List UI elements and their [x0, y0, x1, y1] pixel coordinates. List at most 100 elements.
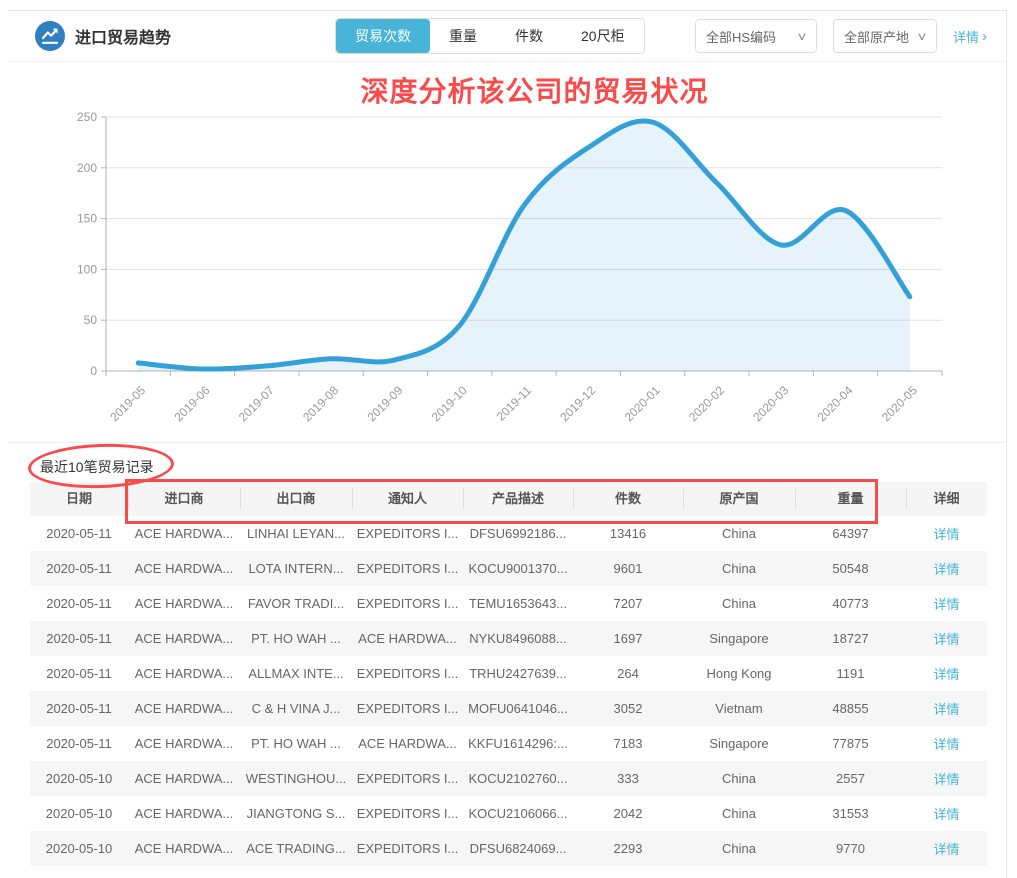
cell-quantity: 333 — [617, 771, 639, 786]
cell-importer: ACE HARDWA... — [134, 771, 234, 786]
tab-quantity[interactable]: 件数 — [496, 19, 562, 53]
cell-exporter: FAVOR TRADI... — [247, 596, 345, 611]
chevron-down-icon: ∨ — [796, 30, 808, 43]
trade-records-table: 日期 进口商 出口商 通知人 产品描述 件数 原产国 重量 详细 2020-05… — [30, 482, 987, 866]
hs-code-filter-dropdown[interactable]: 全部HS编码 ∨ — [694, 19, 817, 53]
cell-exporter: PT. HO WAH ... — [251, 736, 341, 751]
cell-importer: ACE HARDWA... — [134, 736, 234, 751]
svg-text:2019-10: 2019-10 — [429, 383, 470, 424]
cell-product-desc: KOCU9001370... — [468, 561, 568, 576]
svg-text:100: 100 — [77, 262, 97, 276]
page-title: 进口贸易趋势 — [75, 30, 172, 47]
cell-product-desc: NYKU8496088... — [469, 631, 567, 646]
tab-weight[interactable]: 重量 — [430, 19, 496, 53]
cell-product-desc: TEMU1653643... — [468, 596, 568, 611]
row-detail-link[interactable]: 详情 — [933, 667, 960, 682]
row-detail-link[interactable]: 详情 — [933, 632, 960, 647]
cell-weight: 64397 — [832, 526, 869, 541]
cell-weight: 18727 — [832, 631, 869, 646]
table-body: 2020-05-11 ACE HARDWA... LINHAI LEYAN... EX… — [30, 516, 987, 866]
hs-code-filter-value: 全部HS编码 — [705, 29, 777, 45]
svg-text:2019-08: 2019-08 — [300, 383, 341, 424]
cell-quantity: 7207 — [613, 596, 643, 611]
cell-notify-party: EXPEDITORS I... — [356, 806, 459, 821]
chevron-down-icon: ∨ — [916, 30, 928, 43]
cell-importer: ACE HARDWA... — [134, 526, 234, 541]
cell-product-desc: TRHU2427639... — [469, 666, 567, 681]
svg-text:50: 50 — [84, 313, 98, 327]
cell-product-desc: KKFU1614296:... — [468, 736, 568, 751]
cell-quantity: 9601 — [613, 561, 643, 576]
row-detail-link[interactable]: 详情 — [933, 842, 960, 857]
cell-quantity: 2293 — [613, 841, 643, 856]
tab-trade-count[interactable]: 贸易次数 — [336, 19, 430, 53]
cell-quantity: 264 — [617, 666, 639, 681]
cell-origin-country: China — [722, 596, 756, 611]
svg-text:2019-06: 2019-06 — [172, 383, 213, 424]
cell-origin-country: China — [722, 841, 756, 856]
cell-notify-party: EXPEDITORS I... — [356, 596, 459, 611]
cell-product-desc: KOCU2102760... — [468, 771, 568, 786]
cell-product-desc: DFSU6992186... — [469, 526, 567, 541]
cell-weight: 31553 — [832, 806, 869, 821]
svg-text:2020-03: 2020-03 — [750, 383, 791, 424]
table-row: 2020-05-10 ACE HARDWA... WESTINGHOU... EXPE… — [30, 761, 987, 796]
section-divider — [9, 442, 1005, 443]
cell-origin-country: Vietnam — [715, 701, 763, 716]
cell-detail: 详情 — [906, 629, 987, 648]
row-detail-link[interactable]: 详情 — [933, 597, 960, 612]
origin-filter-value: 全部原产地 — [843, 29, 909, 45]
cell-notify-party: ACE HARDWA... — [358, 736, 457, 751]
table-row: 2020-05-11 ACE HARDWA... C & H VINA J... EX… — [30, 691, 987, 726]
svg-text:200: 200 — [77, 161, 97, 175]
cell-quantity: 7183 — [613, 736, 643, 751]
cell-date: 2020-05-11 — [46, 736, 112, 751]
cell-detail: 详情 — [906, 769, 987, 788]
table-row: 2020-05-11 ACE HARDWA... PT. HO WAH ... ACE… — [30, 726, 987, 761]
records-section-title: 最近10笔贸易记录 — [40, 459, 154, 475]
row-detail-link[interactable]: 详情 — [933, 527, 960, 542]
tab-20ft-container[interactable]: 20尺柜 — [562, 19, 644, 53]
cell-detail: 详情 — [906, 524, 987, 543]
cell-importer: ACE HARDWA... — [134, 631, 234, 646]
cell-importer: ACE HARDWA... — [134, 596, 234, 611]
cell-product-desc: DFSU6824069... — [469, 841, 567, 856]
cell-date: 2020-05-11 — [46, 526, 112, 541]
cell-quantity: 2042 — [613, 806, 643, 821]
svg-text:0: 0 — [90, 364, 97, 378]
cell-origin-country: Hong Kong — [706, 666, 772, 681]
row-detail-link[interactable]: 详情 — [933, 737, 960, 752]
column-product-desc: 产品描述 — [463, 482, 573, 516]
cell-date: 2020-05-11 — [46, 666, 112, 681]
cell-date: 2020-05-10 — [45, 806, 113, 821]
metric-tab-group: 贸易次数 重量 件数 20尺柜 — [335, 18, 645, 54]
cell-exporter: ALLMAX INTE... — [248, 666, 344, 681]
svg-text:2019-11: 2019-11 — [494, 383, 535, 424]
cell-notify-party: EXPEDITORS I... — [356, 701, 459, 716]
cell-detail: 详情 — [906, 699, 987, 718]
cell-origin-country: China — [722, 526, 756, 541]
table-row: 2020-05-11 ACE HARDWA... LINHAI LEYAN... EX… — [30, 516, 987, 551]
origin-filter-dropdown[interactable]: 全部原产地 ∨ — [832, 19, 937, 53]
column-exporter: 出口商 — [240, 482, 352, 516]
detail-link[interactable]: 详情 › — [953, 27, 987, 46]
cell-exporter: C & H VINA J... — [251, 701, 341, 716]
cell-weight: 48855 — [832, 701, 869, 716]
cell-detail: 详情 — [906, 664, 987, 683]
cell-exporter: LOTA INTERN... — [248, 561, 344, 576]
cell-weight: 1191 — [836, 666, 865, 681]
table-row: 2020-05-11 ACE HARDWA... ALLMAX INTE... EXP… — [30, 656, 987, 691]
cell-importer: ACE HARDWA... — [134, 806, 234, 821]
header-bar: 进口贸易趋势 贸易次数 重量 件数 20尺柜 全部HS编码 ∨ 全部原产地 ∨ … — [9, 11, 1005, 62]
row-detail-link[interactable]: 详情 — [933, 807, 960, 822]
row-detail-link[interactable]: 详情 — [933, 772, 960, 787]
cell-weight: 2557 — [836, 771, 865, 786]
cell-quantity: 3052 — [613, 701, 643, 716]
cell-notify-party: EXPEDITORS I... — [356, 561, 459, 576]
row-detail-link[interactable]: 详情 — [933, 702, 960, 717]
cell-date: 2020-05-10 — [45, 771, 113, 786]
row-detail-link[interactable]: 详情 — [933, 562, 960, 577]
column-quantity: 件数 — [573, 482, 683, 516]
table-row: 2020-05-11 ACE HARDWA... FAVOR TRADI... EXP… — [30, 586, 987, 621]
